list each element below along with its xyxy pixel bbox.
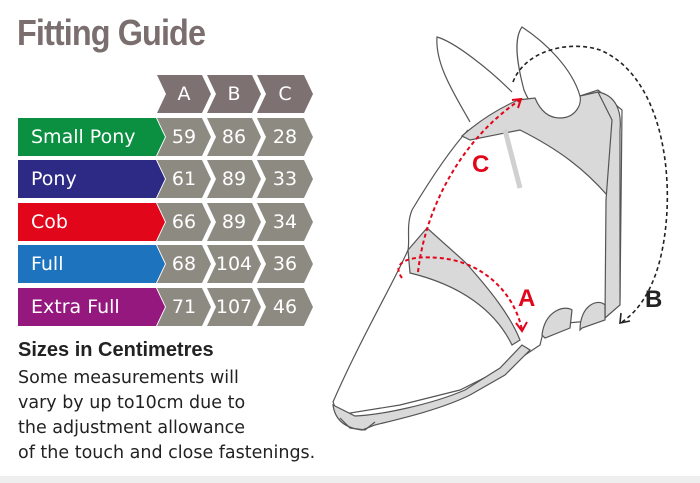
size-label: Full <box>18 245 165 283</box>
measurement-cell: 34 <box>257 203 313 241</box>
measurement-cell: 68 <box>157 245 211 283</box>
measure-c-line <box>417 99 521 273</box>
measurement-cell: 61 <box>157 160 211 198</box>
note-line: the adjustment allowance <box>18 418 246 438</box>
measurement-cell: 46 <box>257 288 313 326</box>
size-label: Extra Full <box>18 288 165 326</box>
size-label: Pony <box>18 160 165 198</box>
browband <box>460 91 617 197</box>
measurement-cell: 28 <box>257 118 313 156</box>
size-label: Cob <box>18 203 165 241</box>
measure-a-line <box>397 256 523 331</box>
strap-1 <box>541 307 573 339</box>
measurement-cell: 59 <box>157 118 211 156</box>
column-header-c: C <box>257 75 313 113</box>
measurement-cell: 89 <box>207 160 261 198</box>
label-b: B <box>645 286 662 313</box>
measurement-cell: 107 <box>207 288 261 326</box>
note-line: vary by up to10cm due to <box>18 393 246 413</box>
measurement-cell: 36 <box>257 245 313 283</box>
units-heading: Sizes in Centimetres <box>18 339 214 361</box>
arrowhead-b-icon <box>619 312 631 324</box>
note-line: of the touch and close fastenings. <box>18 443 316 463</box>
column-header-b: B <box>207 75 261 113</box>
arrowhead-c-icon <box>511 97 523 109</box>
label-a: A <box>518 285 535 312</box>
strap-2 <box>579 301 606 332</box>
measurement-cell: 71 <box>157 288 211 326</box>
page-title: Fitting Guide <box>17 12 206 53</box>
measurement-note: Some measurements will vary by up to10cm… <box>18 366 378 466</box>
measure-b-line <box>512 45 669 323</box>
label-c: C <box>472 151 489 178</box>
nose-loop <box>339 417 376 431</box>
column-header-a: A <box>157 75 211 113</box>
size-label: Small Pony <box>18 118 165 156</box>
measurement-cell: 104 <box>207 245 261 283</box>
measurement-cell: 86 <box>207 118 261 156</box>
bottom-border <box>0 476 700 483</box>
arrowhead-a-icon <box>515 321 528 333</box>
forelock-line <box>502 129 523 189</box>
cheek-strap <box>596 91 621 320</box>
measurement-cell: 66 <box>157 203 211 241</box>
note-line: Some measurements will <box>18 368 239 388</box>
measurement-cell: 89 <box>207 203 261 241</box>
measurement-cell: 33 <box>257 160 313 198</box>
left-ear <box>436 36 513 123</box>
